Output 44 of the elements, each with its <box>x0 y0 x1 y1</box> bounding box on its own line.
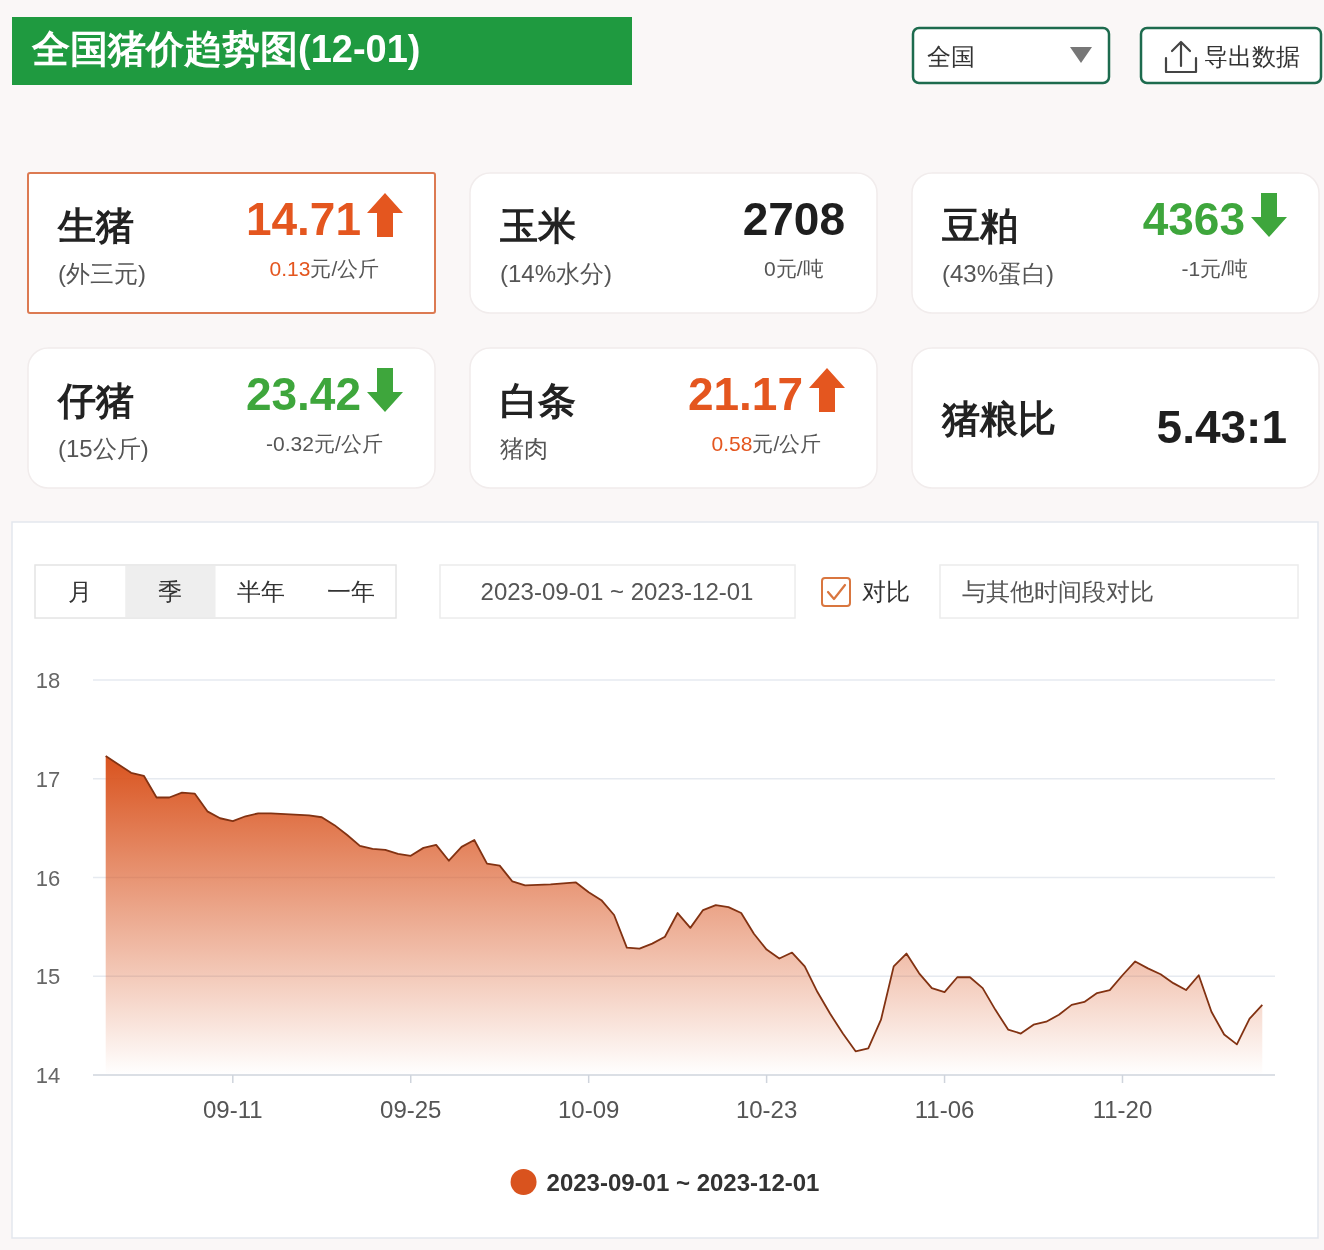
x-tick-label: 10-09 <box>557 1096 620 1123</box>
text: 2023-09-01 ~ 2023-12-01 <box>480 578 754 605</box>
text: (外三元) <box>58 260 146 287</box>
x-tick-label: 09-11 <box>203 1096 263 1123</box>
text: 仔猪 <box>56 380 134 422</box>
text: 0.58元/公斤 <box>711 432 822 455</box>
text: 对比 <box>862 578 910 605</box>
text: -1元/吨 <box>1181 257 1249 280</box>
text: 月 <box>68 578 93 605</box>
text: 豆粕 <box>942 205 1018 247</box>
y-tick-label: 15 <box>35 964 61 990</box>
text: 全国猪价趋势图(12-01) <box>31 28 421 70</box>
text: 4363 <box>1142 193 1245 245</box>
text: 2708 <box>742 193 845 245</box>
text: 0.13元/公斤 <box>269 257 380 280</box>
y-tick-label: 16 <box>35 865 61 891</box>
text: -0.32元/公斤 <box>266 432 383 455</box>
x-tick-label: 11-20 <box>1092 1096 1153 1123</box>
text: 5.43:1 <box>1156 401 1287 453</box>
text: 白条 <box>500 380 576 422</box>
text: 一年 <box>326 578 375 605</box>
y-tick-label: 14 <box>35 1063 61 1088</box>
text: 14.71 <box>245 193 361 245</box>
text: 猪肉 <box>500 435 548 462</box>
text: (43%蛋白) <box>942 260 1055 287</box>
y-tick-label: 17 <box>35 766 61 792</box>
text: 与其他时间段对比 <box>962 578 1154 605</box>
text: 生猪 <box>57 205 134 247</box>
x-tick-label: 10-23 <box>735 1096 798 1123</box>
text: 0元/吨 <box>764 257 824 280</box>
text: 猪粮比 <box>941 398 1056 440</box>
text: 季 <box>158 578 183 605</box>
text: (14%水分) <box>500 260 613 287</box>
text: 半年 <box>236 578 285 605</box>
y-tick-label: 18 <box>35 668 61 693</box>
text: 玉米 <box>500 205 576 247</box>
x-tick-label: 11-06 <box>914 1096 975 1123</box>
text: 导出数据 <box>1204 43 1300 70</box>
text: 全国 <box>927 43 975 70</box>
text: 21.17 <box>687 368 803 420</box>
legend-label: 2023-09-01 ~ 2023-12-01 <box>546 1169 820 1196</box>
text: (15公斤) <box>58 435 149 462</box>
text: 23.42 <box>245 368 361 420</box>
x-tick-label: 09-25 <box>380 1096 442 1123</box>
